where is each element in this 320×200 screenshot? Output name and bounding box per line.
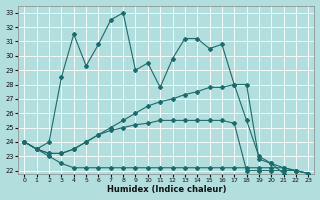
X-axis label: Humidex (Indice chaleur): Humidex (Indice chaleur)	[107, 185, 226, 194]
